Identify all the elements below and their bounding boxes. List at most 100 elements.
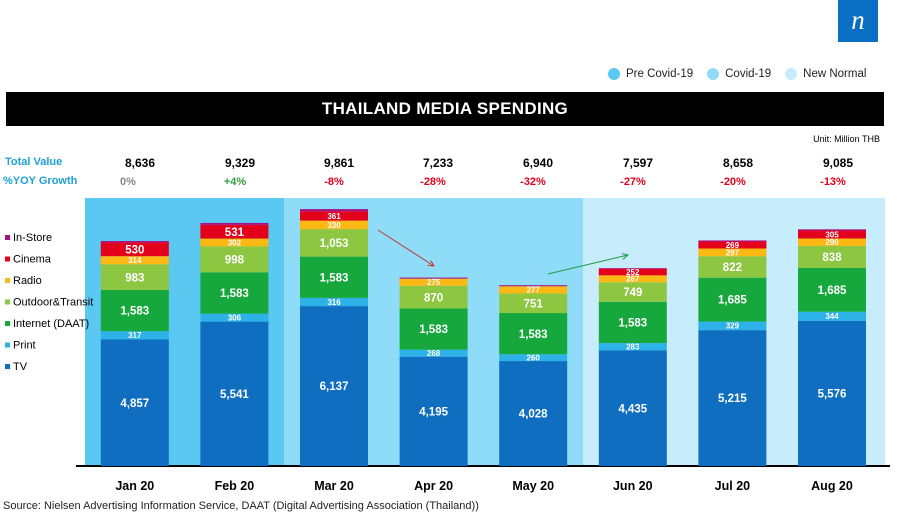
legend-label: Radio: [13, 275, 42, 287]
x-tick-label: Jan 20: [115, 479, 154, 493]
total-value: 9,329: [224, 156, 256, 170]
data-label: 530: [125, 244, 144, 256]
data-label: 1,685: [718, 295, 747, 307]
data-label: 277: [527, 286, 541, 295]
bar-segment-radio: [399, 278, 468, 286]
period-legend-item: Covid-19: [707, 68, 771, 80]
data-label: 1,685: [818, 285, 847, 297]
data-label: 751: [524, 298, 544, 310]
data-label: 531: [225, 227, 245, 239]
legend-label: In-Store: [13, 232, 52, 244]
bar-segment-print: [798, 311, 866, 321]
bar-segment-radio: [598, 275, 667, 283]
bar-segment-internet: [399, 308, 468, 350]
bar-segment-cinema: [200, 224, 269, 239]
total-value: 7,233: [422, 156, 454, 170]
period-dot-icon: [707, 68, 720, 80]
data-label: 329: [726, 322, 740, 331]
trend-up-arrow-icon: [547, 255, 628, 275]
data-label: 314: [128, 256, 142, 265]
logo-letter: n: [851, 5, 865, 35]
legend-label: Print: [13, 340, 36, 352]
bar-segment-cinema: [100, 242, 169, 257]
data-label: 838: [822, 252, 842, 264]
x-tick-label: Apr 20: [414, 479, 453, 493]
bar-segment-outdoor: [698, 256, 767, 278]
x-tick-label: Feb 20: [215, 479, 255, 493]
legend-swatch: [5, 342, 10, 348]
bar-segment-tv: [499, 361, 568, 466]
legend-swatch: [5, 364, 10, 369]
total-value: 8,658: [722, 156, 754, 170]
bar-segment-tv: [598, 350, 667, 466]
bar-segment-cinema: [598, 268, 667, 276]
legend-swatch: [5, 256, 10, 262]
bar-segment-internet: [698, 277, 767, 322]
data-label: 5,215: [718, 393, 747, 405]
bar-segment-radio: [100, 256, 169, 265]
data-label: 822: [723, 262, 742, 274]
source-note: Source: Nielsen Advertising Information …: [3, 500, 479, 512]
bar-segment-in-store: [798, 229, 866, 231]
data-label: 305: [825, 230, 839, 239]
data-label: 1,583: [618, 318, 647, 330]
period-dot-icon: [608, 68, 620, 80]
bar-segment-internet: [300, 256, 368, 298]
x-tick-label: Mar 20: [314, 479, 354, 493]
x-tick-label: May 20: [512, 479, 554, 493]
yoy-growth-label: %YOY Growth: [3, 175, 78, 187]
bar-segment-print: [300, 297, 368, 307]
bar-segment-radio: [798, 238, 866, 247]
data-label: 983: [125, 272, 144, 284]
legend-label: Cinema: [13, 254, 52, 266]
legend-swatch: [5, 299, 10, 305]
data-label: 306: [228, 314, 242, 323]
chart-title: THAILAND MEDIA SPENDING: [6, 92, 884, 126]
data-label: 283: [626, 343, 640, 352]
data-label: 267: [626, 275, 640, 284]
data-label: 1,053: [320, 238, 349, 250]
bar-segment-cinema: [798, 230, 866, 239]
data-label: 4,435: [618, 403, 647, 415]
yoy-value: -8%: [324, 176, 344, 188]
data-label: 870: [424, 292, 443, 304]
total-value: 9,085: [822, 156, 854, 170]
data-label: 290: [825, 238, 839, 247]
period-legend: Pre Covid-19 Covid-19 New Normal: [608, 68, 866, 80]
x-tick-label: Jun 20: [613, 479, 653, 493]
data-label: 1,583: [519, 329, 548, 341]
nielsen-logo: n: [838, 0, 878, 42]
bar-segment-in-store: [399, 277, 468, 279]
bar-segment-in-store: [200, 222, 269, 225]
bar-segment-internet: [100, 289, 169, 332]
data-label: 4,195: [419, 406, 448, 418]
bar-segment-print: [698, 321, 767, 331]
bar-segment-print: [100, 331, 169, 340]
data-label: 260: [527, 354, 541, 363]
bar-segment-tv: [300, 306, 368, 466]
total-value: 7,597: [622, 156, 654, 170]
data-label: 316: [327, 298, 341, 307]
period-legend-item: New Normal: [785, 68, 866, 80]
bar-segment-cinema: [698, 241, 767, 249]
data-label: 297: [726, 248, 740, 257]
x-tick-label: Aug 20: [811, 479, 853, 493]
yoy-value: -27%: [620, 176, 646, 188]
bar-segment-outdoor: [499, 293, 568, 314]
x-tick-label: Jul 20: [715, 479, 750, 493]
bar-segment-outdoor: [300, 229, 368, 257]
yoy-value: -13%: [820, 176, 846, 188]
legend-swatch: [5, 321, 10, 326]
bar-segment-internet: [200, 272, 269, 314]
bar-segment-cinema: [300, 211, 368, 221]
bar-segment-outdoor: [798, 246, 866, 268]
yoy-value: -32%: [520, 176, 546, 188]
period-dot-icon: [785, 68, 798, 80]
bar-segment-radio: [200, 238, 269, 247]
bar-segment-in-store: [698, 240, 767, 242]
data-label: 5,541: [220, 389, 249, 401]
data-label: 998: [225, 255, 245, 267]
bar-segment-tv: [399, 356, 468, 466]
legend-label: Outdoor&Transit: [13, 297, 93, 309]
bar-segment-radio: [698, 248, 767, 257]
